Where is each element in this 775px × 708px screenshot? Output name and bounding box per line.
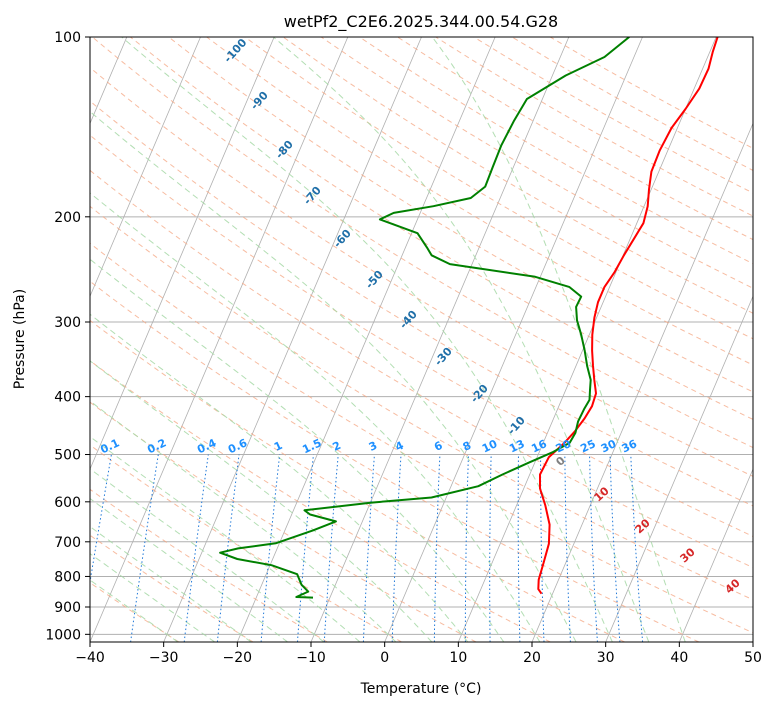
mixing-ratio-label: 16 <box>529 437 549 455</box>
moist-adiabat-line <box>90 258 505 642</box>
temperature-profile-line <box>537 37 719 595</box>
x-tick-label: 40 <box>670 650 688 666</box>
mixing-ratio-line <box>323 454 339 642</box>
y-tick-label: 600 <box>54 495 81 511</box>
isotherm-line <box>531 122 753 642</box>
y-tick-label: 900 <box>54 600 81 616</box>
dry-adiabat-line <box>130 37 753 420</box>
isotherm-line <box>384 37 643 642</box>
isotherm-line <box>90 37 349 642</box>
dry-adiabat-line <box>90 582 180 642</box>
isotherm-line <box>90 37 201 298</box>
mixing-ratio-line <box>464 454 469 642</box>
dry-adiabat-line <box>90 100 753 507</box>
mixing-ratio-line <box>540 454 545 642</box>
dry-adiabat-line <box>90 401 477 642</box>
mixing-ratio-line <box>489 454 492 642</box>
mixing-ratio-label: 20 <box>554 437 574 455</box>
y-tick-label: 300 <box>54 315 81 331</box>
x-tick-label: −20 <box>223 650 253 666</box>
moist-adiabat-line <box>90 579 179 642</box>
dry-adiabat-line <box>90 169 753 569</box>
plot-frame <box>89 36 754 643</box>
y-tick-label: 1000 <box>45 627 81 643</box>
x-tick-label: 20 <box>523 650 541 666</box>
moist-adiabat-line <box>121 37 613 642</box>
mixing-ratio-line <box>517 454 521 642</box>
mixing-ratio-line <box>589 454 598 642</box>
y-axis: 100 200 300 400 500 600 700 800 900 1000 <box>45 30 90 643</box>
isobar-gridlines <box>90 37 753 635</box>
dry-adiabat-line <box>90 444 402 642</box>
mixing-ratio-label: 10 <box>480 437 500 455</box>
y-tick-label: 500 <box>54 448 81 464</box>
y-tick-label: 700 <box>54 535 81 551</box>
moist-adiabat-line <box>90 360 433 642</box>
profile-series <box>219 37 719 599</box>
moist-adiabat-line <box>273 37 650 642</box>
mixing-ratio-line <box>362 454 375 642</box>
isotherm-gridlines <box>90 37 753 642</box>
mixing-ratio-line <box>630 454 644 642</box>
y-tick-label: 800 <box>54 569 81 585</box>
y-tick-label: 100 <box>54 30 81 46</box>
moist-adiabat-line <box>90 192 541 642</box>
isotherm-line <box>163 37 422 642</box>
mixing-ratio-label: 25 <box>578 437 597 455</box>
dry-adiabat-line <box>90 360 551 642</box>
mixing-ratio-line <box>297 454 314 642</box>
x-axis: −40 −30 −20 −10 0 10 20 30 40 50 <box>75 642 762 666</box>
isotherm-line <box>90 37 275 471</box>
dry-adiabat-line <box>90 488 328 642</box>
moist-adiabat-line <box>90 436 361 642</box>
isotherm-line <box>457 37 717 642</box>
isotherm-line <box>678 468 753 642</box>
dry-adiabat-line <box>90 242 753 634</box>
x-tick-label: 10 <box>449 650 467 666</box>
mixing-ratio-label: 36 <box>620 437 640 455</box>
dry-adiabat-line <box>206 37 753 366</box>
mixing-ratio-line <box>391 454 402 642</box>
x-axis-title: Temperature (°C) <box>360 681 482 697</box>
dewpoint-profile-line <box>219 37 630 599</box>
isotherm-line <box>605 295 753 642</box>
dry-adiabat-line <box>90 134 753 537</box>
x-tick-label: −30 <box>149 650 179 666</box>
mixing-ratio-line <box>564 454 571 642</box>
mixing-ratio-line <box>609 454 621 642</box>
dry-adiabat-line <box>282 37 753 314</box>
x-tick-label: 0 <box>380 650 389 666</box>
moist-adiabat-line <box>90 400 397 642</box>
chart-title: wetPf2_C2E6.2025.344.00.54.G28 <box>284 12 558 32</box>
y-axis-title: Pressure (hPa) <box>12 289 28 389</box>
moist-adiabat-line <box>90 313 469 642</box>
x-tick-label: 50 <box>744 650 762 666</box>
y-tick-label: 200 <box>54 210 81 226</box>
x-tick-label: −40 <box>75 650 105 666</box>
isotherm-line <box>310 37 570 642</box>
x-tick-label: 30 <box>597 650 615 666</box>
dry-adiabat-line <box>90 66 753 477</box>
x-tick-label: −10 <box>296 650 326 666</box>
mixing-ratio-label: 30 <box>599 437 619 455</box>
y-tick-label: 400 <box>54 390 81 406</box>
moist-adiabat-line <box>90 468 325 642</box>
mixing-ratio-label: 13 <box>507 437 526 455</box>
